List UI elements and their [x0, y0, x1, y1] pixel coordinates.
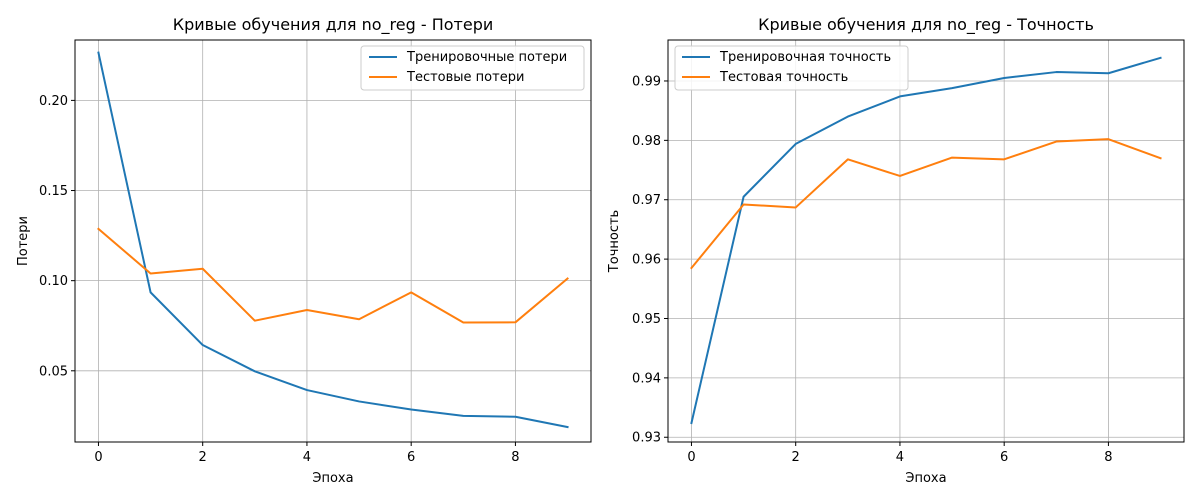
accuracy-x-tick-label: 8 [1104, 450, 1112, 465]
loss-legend-label-test: Тестовые потери [406, 70, 524, 85]
accuracy-y-tick-label: 0.96 [632, 253, 661, 268]
loss-x-axis-title: Эпоха [312, 471, 353, 486]
accuracy-y-tick-label: 0.95 [632, 312, 661, 327]
loss-plot-frame [74, 39, 592, 443]
accuracy-series-line-test [690, 138, 1162, 270]
loss-legend-box [360, 45, 585, 91]
accuracy-legend: Тренировочная точность Тестовая точность [674, 45, 909, 91]
loss-x-tick-label: 0 [94, 450, 102, 465]
loss-series-line-test [97, 227, 569, 324]
accuracy-legend-label-test: Тестовая точность [719, 70, 848, 85]
accuracy-y-tick-label: 0.99 [632, 74, 661, 89]
loss-legend: Тренировочные потери Тестовые потери [360, 45, 585, 91]
loss-x-tick-label: 4 [303, 450, 311, 465]
accuracy-x-tick-label: 2 [792, 450, 800, 465]
loss-x-tick-label: 6 [407, 450, 415, 465]
loss-chart-title: Кривые обучения для no_reg - Потери [173, 15, 494, 35]
accuracy-y-axis-title: Точность [607, 210, 622, 273]
accuracy-series-line-train [690, 56, 1162, 425]
loss-y-tick-label: 0.10 [39, 274, 68, 289]
loss-legend-label-train: Тренировочные потери [406, 50, 567, 65]
accuracy-y-tick-label: 0.97 [632, 193, 661, 208]
accuracy-chart: 0 2 4 6 8 0.93 0.94 0.95 0.96 0.97 0.98 0.99 Кривые… [607, 15, 1185, 486]
accuracy-x-axis-title: Эпоха [905, 471, 946, 486]
loss-y-tick-label: 0.20 [39, 94, 68, 109]
loss-x-tick-label: 8 [511, 450, 519, 465]
loss-y-tick-label: 0.15 [39, 184, 68, 199]
loss-x-tick-label: 2 [199, 450, 207, 465]
accuracy-legend-box [674, 45, 909, 91]
accuracy-y-tick-label: 0.94 [632, 371, 661, 386]
accuracy-plot-frame [667, 39, 1185, 443]
loss-y-tick-label: 0.05 [39, 364, 68, 379]
accuracy-x-tick-label: 4 [896, 450, 904, 465]
accuracy-x-tick-label: 0 [687, 450, 695, 465]
loss-series-line-train [97, 51, 569, 429]
accuracy-legend-label-train: Тренировочная точность [719, 50, 891, 65]
accuracy-x-tick-label: 6 [1000, 450, 1008, 465]
accuracy-y-tick-label: 0.93 [632, 431, 661, 446]
loss-y-axis-title: Потери [16, 216, 31, 266]
accuracy-y-tick-label: 0.98 [632, 134, 661, 149]
loss-chart: 0 2 4 6 8 0.05 0.10 0.15 0.20 Кривые обучения дл… [16, 15, 592, 486]
accuracy-chart-title: Кривые обучения для no_reg - Точность [758, 15, 1094, 35]
